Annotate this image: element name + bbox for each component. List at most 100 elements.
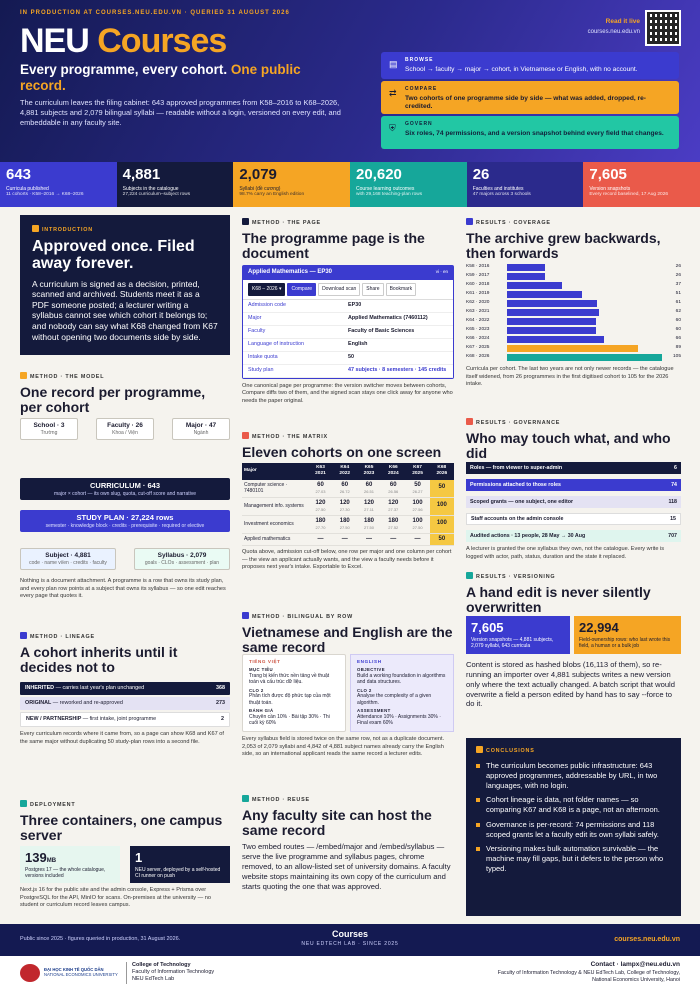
quota-value: 50 <box>414 481 421 488</box>
faculty-box: Faculty · 26 Khoa / Viện <box>96 418 154 440</box>
matrix-cell: 100 27.56 <box>405 497 430 516</box>
matrix-heading: Eleven cohorts on one screen <box>242 444 442 461</box>
translate-icon <box>242 612 249 619</box>
matrix-major-cell: Computer science · 7480101 <box>242 479 309 498</box>
coverage-label: K62 · 2020 <box>466 300 490 305</box>
browse-card: ▤ BROWSE School → faculty → major → cohort… <box>381 52 679 79</box>
live-link[interactable]: Read it live courses.neu.edu.vn <box>587 18 640 36</box>
coverage-row: K64 · 2022 60 <box>466 317 681 326</box>
coverage-row: K61 · 2019 51 <box>466 290 681 299</box>
conclusion-item: Versioning makes bulk automation surviva… <box>476 844 671 873</box>
coverage-label: K65 · 2023 <box>466 327 490 332</box>
bookmark-button[interactable]: Bookmark <box>385 283 417 296</box>
coverage-heading: The archive grew backwards, then forward… <box>466 230 661 262</box>
cutoff-value: 27.03 <box>315 489 326 495</box>
coverage-bar <box>507 336 605 343</box>
history-icon <box>466 572 473 579</box>
model-icon <box>20 372 27 379</box>
cutoff-value: 26.51 <box>364 489 375 495</box>
matrix-cell: — <box>381 533 406 547</box>
field-row: Faculty Faculty of Basic Sciences <box>243 326 453 339</box>
gov-row-grants: Scoped grants — one subject, one editor 1… <box>466 496 681 508</box>
lineage-heading: A cohort inherits until it decides not t… <box>20 644 178 676</box>
quota-value: 50 <box>438 484 446 491</box>
model-section: METHOD · THE MODEL One record per progra… <box>20 372 230 612</box>
coverage-bar <box>507 345 639 352</box>
cutoff-value: 27.50 <box>339 525 350 531</box>
quota-value: 60 <box>389 481 397 488</box>
quota-value: 120 <box>339 499 350 506</box>
coverage-value: 26 <box>675 264 681 269</box>
deploy-note: Next.js 16 for the public site and the a… <box>20 887 211 909</box>
matrix-row: Computer science · 7480101 60 27.03 60 26.72… <box>242 479 454 498</box>
lineage-section: METHOD · LINEAGE A cohort inherits until… <box>20 632 230 782</box>
stat-syllabi: 2,079 Syllabi (đề cương) 98.7% carry an En… <box>233 162 351 207</box>
coverage-value: 66 <box>675 336 681 341</box>
matrix-cell: 120 27.11 <box>356 497 382 516</box>
matrix-cell: 120 27.50 <box>308 497 333 516</box>
download-scan-button[interactable]: Download scan <box>318 283 361 296</box>
cohort-select[interactable]: K68 – 2026 ▾ <box>248 283 286 296</box>
curriculum-box: CURRICULUM · 643 major × cohort — its own… <box>20 478 230 501</box>
deploy-heading: Three containers, one campus server <box>20 812 223 844</box>
field-row: Intake quota 50 <box>243 352 453 365</box>
footer-url-link[interactable]: courses.neu.edu.vn <box>614 936 680 943</box>
matrix-major-cell: Investment economics <box>242 515 309 534</box>
bilingual-heading: Vietnamese and English are the same reco… <box>242 624 453 656</box>
quota-value: 60 <box>317 481 324 488</box>
intro-icon <box>32 225 39 232</box>
english-panel: ENGLISH OBJECTIVE Build a working foundat… <box>350 654 454 732</box>
governance-note: A lecturer is granted the one syllabus t… <box>466 546 665 560</box>
coverage-row: K62 · 2020 61 <box>466 299 681 308</box>
quota-value: 100 <box>412 517 423 524</box>
conclusions-card: CONCLUSIONS The curriculum becomes publi… <box>466 738 681 916</box>
coverage-chart: K58 · 2016 26 K59 · 2017 26 K60 · 2018 37 K61 … <box>466 263 681 363</box>
coverage-value: 89 <box>675 345 681 350</box>
lineage-row-new: NEW / PARTNERSHIP — first intake, joint … <box>20 712 230 728</box>
share-button[interactable]: Share <box>362 283 384 296</box>
quota-value: 180 <box>388 517 399 524</box>
model-note: Nothing is a document attachment. A prog… <box>20 578 226 600</box>
gov-row-permissions: Permissions attached to those roles 74 <box>466 479 681 491</box>
quota-value: 100 <box>436 502 447 509</box>
quota-value: — <box>341 535 348 542</box>
coverage-value: 37 <box>675 282 681 287</box>
coverage-bar <box>507 318 596 325</box>
page-section: METHOD · THE PAGE The programme page is … <box>242 218 454 404</box>
matrix-cell: 180 27.70 <box>308 515 333 534</box>
coverage-bar <box>507 264 546 271</box>
cutoff-value: 27.50 <box>315 507 326 513</box>
matrix-cell: 120 27.30 <box>332 497 357 516</box>
cutoff-value: 26.56 <box>388 489 399 495</box>
matrix-cell: 60 26.56 <box>381 479 406 498</box>
quota-value: 120 <box>364 499 375 506</box>
coverage-bar <box>507 354 662 361</box>
quota-value: 50 <box>438 535 446 542</box>
quota-value: — <box>390 535 397 542</box>
introduction-card: INTRODUCTION Approved once. Filed away f… <box>20 215 230 355</box>
server-stat: 1 NEU server, deployed by a self-hosted C… <box>130 846 230 883</box>
lineage-row-inherited: INHERITED — carries last year's plan unc… <box>20 682 230 696</box>
versioning-section: RESULTS · VERSIONING A hand edit is neve… <box>466 572 681 727</box>
embed-icon <box>242 795 249 802</box>
quota-value: 100 <box>436 520 447 527</box>
compare-card: ⇄ COMPARE Two cohorts of one programme sid… <box>381 81 679 114</box>
snapshots-stat: 7,605 Version snapshots — 4,881 subjects,… <box>466 616 570 654</box>
hero-header: IN PRODUCTION AT COURSES.NEU.EDU.VN · QU… <box>0 0 700 162</box>
cutoff-value: 27.50 <box>364 525 375 531</box>
qr-code-icon[interactable] <box>645 10 681 46</box>
coverage-value: 51 <box>675 291 681 296</box>
header-kicker: IN PRODUCTION AT COURSES.NEU.EDU.VN · QU… <box>20 10 290 16</box>
coverage-bar <box>507 309 599 316</box>
stat-outcomes: 20,620 Course learning outcomes with 29,16… <box>350 162 467 207</box>
coverage-value: 62 <box>675 309 681 314</box>
matrix-major-cell: Applied mathematics <box>242 533 309 547</box>
bilingual-note: Every syllabus field is stored twice on … <box>242 736 445 758</box>
quota-value: — <box>317 535 324 542</box>
compare-button[interactable]: Compare <box>287 283 317 296</box>
lineage-note: Every curriculum records where it came f… <box>20 731 224 745</box>
major-box: Major · 47 Ngành <box>172 418 230 440</box>
matrix-cell: 100 27.50 <box>405 515 430 534</box>
check-icon <box>476 746 483 753</box>
cutoff-value: 27.56 <box>412 507 423 513</box>
